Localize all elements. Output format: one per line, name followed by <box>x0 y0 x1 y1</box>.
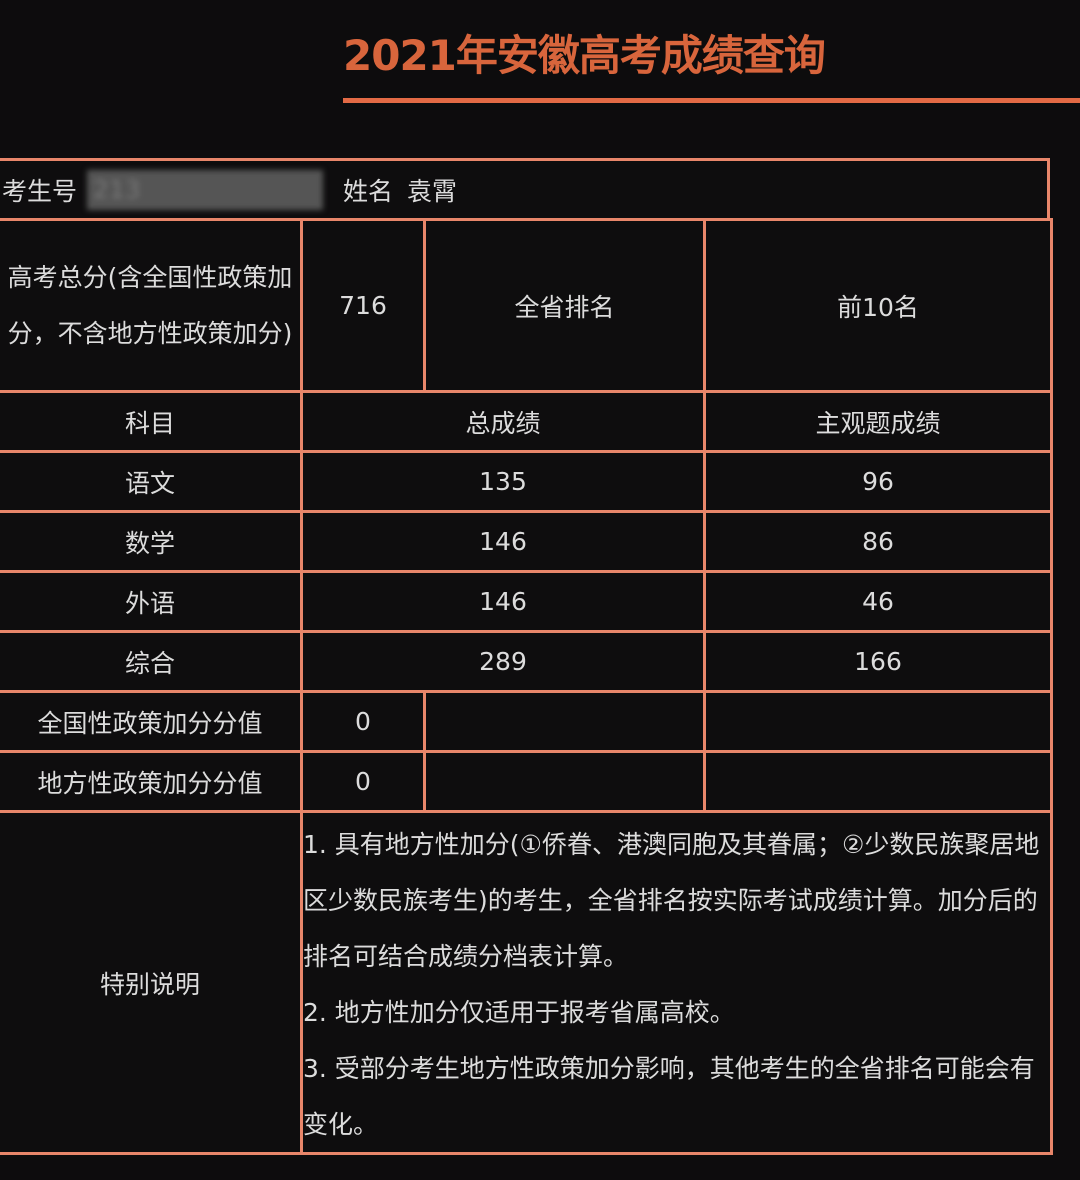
column-header-subject: 科目 <box>0 390 303 453</box>
subject-cell: 外语 <box>0 570 303 633</box>
exam-no-label: 考生号 <box>2 176 78 206</box>
subject-cell: 综合 <box>0 630 303 693</box>
rank-label: 全省排名 <box>423 218 706 393</box>
name-label: 姓名 <box>343 176 394 206</box>
total-score-label: 高考总分(含全国性政策加分，不含地方性政策加分) <box>0 218 303 393</box>
total-cell: 135 <box>300 450 706 513</box>
total-cell: 146 <box>300 510 706 573</box>
note-item: 1. 具有地方性加分(①侨眷、港澳同胞及其眷属；②少数民族聚居地区少数民族考生)… <box>303 830 1040 971</box>
name-value: 袁霄 <box>407 176 458 206</box>
note-item: 2. 地方性加分仅适用于报考省属高校。 <box>303 998 735 1027</box>
national-bonus-label: 全国性政策加分分值 <box>0 690 303 753</box>
empty-cell <box>703 750 1053 813</box>
column-header-subjective: 主观题成绩 <box>703 390 1053 453</box>
note-item: 3. 受部分考生地方性政策加分影响，其他考生的全省排名可能会有变化。 <box>303 1054 1035 1139</box>
notes-cell <box>300 810 1053 1155</box>
subject-cell: 语文 <box>0 450 303 513</box>
subject-cell: 数学 <box>0 510 303 573</box>
title-underline <box>343 98 1080 103</box>
subjective-cell: 166 <box>703 630 1053 693</box>
subjective-cell: 96 <box>703 450 1053 513</box>
page-title: 2021年安徽高考成绩查询 <box>343 31 826 80</box>
total-cell: 289 <box>300 630 706 693</box>
empty-cell <box>423 750 706 813</box>
candidate-info-row: 考生号 213 姓名 袁霄 <box>0 158 1050 221</box>
total-cell: 146 <box>300 570 706 633</box>
rank-value: 前10名 <box>703 218 1053 393</box>
subjective-cell: 86 <box>703 510 1053 573</box>
local-bonus-value: 0 <box>300 750 426 813</box>
subjective-cell: 46 <box>703 570 1053 633</box>
exam-no-value-redacted: 213 <box>87 169 324 210</box>
empty-cell <box>423 690 706 753</box>
local-bonus-label: 地方性政策加分分值 <box>0 750 303 813</box>
column-header-total: 总成绩 <box>300 390 706 453</box>
notes-label: 特别说明 <box>0 810 303 1155</box>
notes-list: 1. 具有地方性加分(①侨眷、港澳同胞及其眷属；②少数民族聚居地区少数民族考生)… <box>303 817 1048 1153</box>
empty-cell <box>703 690 1053 753</box>
total-score-value: 716 <box>300 218 426 393</box>
national-bonus-value: 0 <box>300 690 426 753</box>
